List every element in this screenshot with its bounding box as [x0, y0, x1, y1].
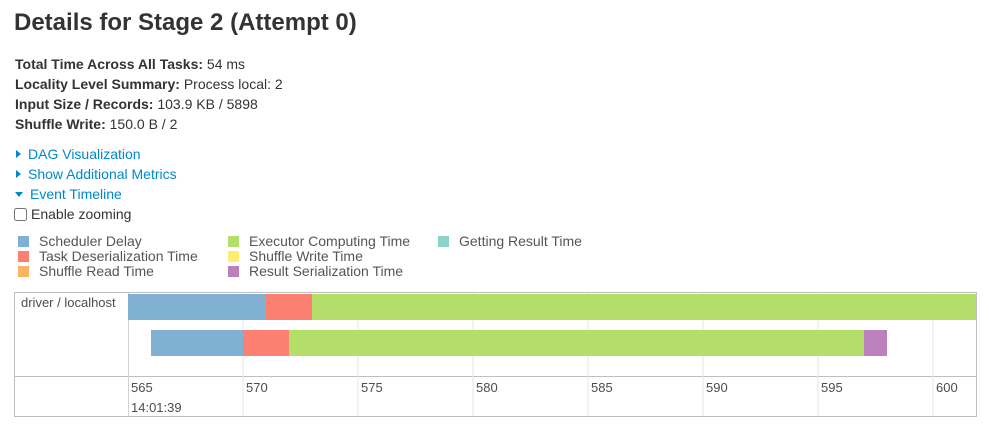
legend-swatch: [18, 266, 29, 277]
expander-links: DAG Visualization Show Additional Metric…: [15, 144, 177, 204]
summary-key: Total Time Across All Tasks:: [15, 56, 204, 72]
page-title: Details for Stage 2 (Attempt 0): [14, 9, 357, 36]
axis-divider: [15, 376, 976, 377]
event-timeline[interactable]: driver / localhost 565 570 575 580 585 590 595…: [14, 292, 977, 417]
axis-tick-label: 575: [361, 380, 383, 395]
summary-shuffle-write: Shuffle Write: 150.0 B / 2: [15, 114, 283, 134]
executor-group-label: driver / localhost: [21, 295, 116, 310]
additional-metrics-link[interactable]: Show Additional Metrics: [15, 164, 177, 184]
summary-total-time: Total Time Across All Tasks: 54 ms: [15, 54, 283, 74]
legend-swatch: [228, 251, 239, 262]
axis-tick-label: 580: [476, 380, 498, 395]
summary-key: Locality Level Summary:: [15, 76, 180, 92]
caret-right-icon: [16, 150, 21, 159]
dag-visualization-link[interactable]: DAG Visualization: [15, 144, 177, 164]
axis-time-label: 14:01:39: [131, 400, 182, 415]
legend-swatch: [228, 266, 239, 277]
summary-key: Input Size / Records:: [15, 96, 154, 112]
timeline-canvas[interactable]: 565 570 575 580 585 590 595 600 14:01:39: [128, 293, 976, 416]
axis-tick-label: 595: [821, 380, 843, 395]
axis-tick-label: 590: [706, 380, 728, 395]
summary-value: 103.9 KB / 5898: [153, 96, 258, 112]
timeline-group-panel: driver / localhost: [15, 293, 129, 416]
legend-swatch: [438, 236, 449, 247]
task-segment[interactable]: [864, 330, 887, 356]
summary-key: Shuffle Write:: [15, 116, 106, 132]
summary-input-size: Input Size / Records: 103.9 KB / 5898: [15, 94, 283, 114]
task-segment[interactable]: [266, 294, 312, 320]
link-label: DAG Visualization: [28, 146, 141, 162]
link-label: Event Timeline: [30, 186, 122, 202]
summary-locality: Locality Level Summary: Process local: 2: [15, 74, 283, 94]
summary-value: 150.0 B / 2: [105, 116, 178, 132]
stage-summary: Total Time Across All Tasks: 54 ms Local…: [15, 54, 283, 134]
legend-label: Shuffle Write Time: [249, 248, 363, 264]
axis-tick-label: 600: [936, 380, 958, 395]
legend-label: Scheduler Delay: [39, 233, 142, 249]
enable-zooming-checkbox[interactable]: [14, 207, 27, 221]
enable-zooming-label: Enable zooming: [31, 206, 132, 222]
axis-tick-label: 565: [131, 380, 153, 395]
summary-value: Process local: 2: [179, 76, 283, 92]
caret-right-icon: [16, 170, 21, 179]
legend-swatch: [18, 236, 29, 247]
legend-label: Shuffle Read Time: [39, 263, 154, 279]
axis-tick-label: 570: [246, 380, 268, 395]
enable-zooming[interactable]: Enable zooming: [14, 204, 131, 224]
legend-label: Result Serialization Time: [249, 263, 404, 279]
axis-tick-label: 585: [591, 380, 613, 395]
event-timeline-link[interactable]: Event Timeline: [15, 184, 177, 204]
task-segment[interactable]: [151, 330, 243, 356]
legend-swatch: [228, 236, 239, 247]
legend-label: Getting Result Time: [459, 233, 582, 249]
task-segment[interactable]: [128, 294, 266, 320]
legend-label: Executor Computing Time: [249, 233, 411, 249]
link-label: Show Additional Metrics: [28, 166, 177, 182]
task-segment[interactable]: [243, 330, 289, 356]
legend-swatch: [18, 251, 29, 262]
legend-label: Task Deserialization Time: [39, 248, 198, 264]
task-segment[interactable]: [289, 330, 864, 356]
caret-down-icon: [15, 191, 23, 197]
summary-value: 54 ms: [203, 56, 246, 72]
task-segment[interactable]: [312, 294, 976, 320]
